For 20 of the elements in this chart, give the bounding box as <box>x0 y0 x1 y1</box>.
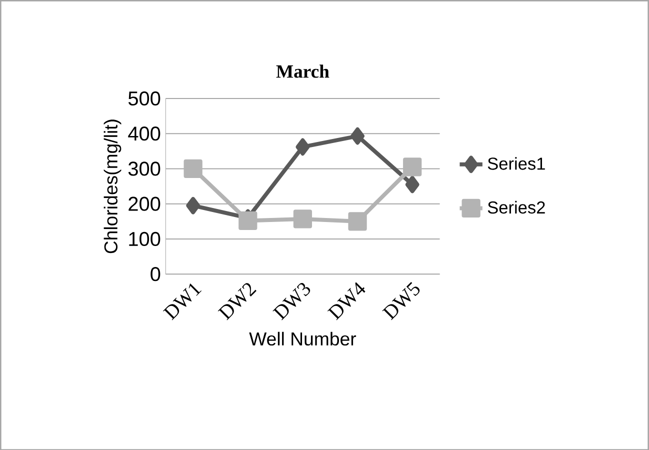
y-tick-label: 500 <box>128 91 160 106</box>
y-tick-label: 200 <box>128 196 160 211</box>
y-axis-title: Chlorides(mg/lit) <box>104 119 122 253</box>
chart-title: March <box>276 64 330 78</box>
point <box>348 212 367 231</box>
point <box>186 196 200 214</box>
y-tick-label: 300 <box>128 161 160 176</box>
y-tick-label: 100 <box>129 232 160 246</box>
point <box>350 127 365 145</box>
legend-label: Series2 <box>488 200 545 214</box>
legend-label: Series1 <box>488 156 545 170</box>
x-axis-title: Well Number <box>249 332 356 346</box>
point <box>405 176 420 193</box>
point <box>184 159 202 178</box>
y-tick-label: 0 <box>150 266 160 281</box>
point <box>293 209 312 228</box>
point <box>403 157 422 176</box>
point <box>238 211 258 230</box>
y-tick-label: 400 <box>128 126 160 140</box>
point <box>296 138 310 156</box>
